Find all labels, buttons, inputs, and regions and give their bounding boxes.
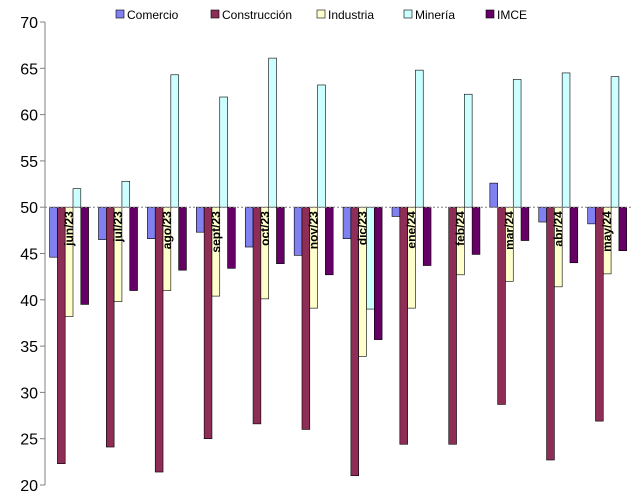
bar-miner-a-feb-24 [464, 94, 472, 207]
bar-comercio-dic-23 [343, 207, 351, 238]
bar-miner-a-ene-24 [415, 70, 423, 207]
legend-label: Construcción [222, 8, 292, 22]
bar-miner-a-oct-23 [269, 58, 277, 207]
bar-imce-mar-24 [521, 207, 529, 240]
bar-comercio-may-24 [588, 207, 596, 224]
bar-imce-feb-24 [472, 207, 480, 254]
y-tick-label: 70 [20, 15, 38, 32]
bar-imce-ago-23 [179, 207, 187, 270]
bar-imce-oct-23 [276, 207, 284, 263]
chart-legend: Comercio Construcción Industria Minería IMCE [116, 8, 527, 22]
y-tick-label: 55 [20, 154, 38, 171]
legend-swatch [317, 10, 325, 18]
x-category-label: abr/24 [551, 211, 565, 247]
bar-imce-nov-23 [325, 207, 333, 275]
y-tick-label: 50 [20, 200, 38, 217]
bar-imce-sept-23 [228, 207, 236, 268]
bar-miner-a-nov-23 [318, 85, 326, 207]
y-tick-label: 45 [20, 247, 38, 264]
y-tick-label: 60 [20, 108, 38, 125]
bar-comercio-oct-23 [245, 207, 253, 247]
bar-miner-a-sept-23 [220, 97, 228, 207]
y-tick-label: 20 [20, 478, 38, 492]
x-category-label: feb/24 [453, 211, 467, 246]
legend-swatch [404, 10, 412, 18]
y-tick-label: 65 [20, 61, 38, 78]
legend-swatch [211, 10, 219, 18]
bar-construcci-n-dic-23 [351, 207, 359, 476]
y-tick-label: 40 [20, 293, 38, 310]
bars-group [50, 58, 627, 476]
bar-comercio-jul-23 [99, 207, 107, 239]
x-category-label: jun/23 [62, 211, 76, 247]
x-category-label: jul/23 [111, 211, 125, 243]
bar-miner-a-jul-23 [122, 181, 130, 207]
bar-construcci-n-jul-23 [106, 207, 114, 447]
bar-imce-jul-23 [130, 207, 138, 290]
bar-miner-a-abr-24 [562, 73, 570, 207]
category-labels: jun/23 jul/23 ago/23 sept/23 oct/23 nov/23 dic… [62, 211, 614, 253]
bar-imce-may-24 [619, 207, 627, 251]
y-tick-label: 25 [20, 432, 38, 449]
bar-miner-a-ago-23 [171, 75, 179, 207]
x-category-label: ene/24 [405, 211, 419, 249]
x-category-label: dic/23 [356, 211, 370, 245]
bar-miner-a-jun-23 [73, 189, 81, 208]
bar-imce-dic-23 [374, 207, 382, 339]
legend-label: IMCE [497, 8, 527, 22]
legend-swatch [116, 10, 124, 18]
legend-label: Minería [415, 8, 455, 22]
bar-comercio-abr-24 [539, 207, 547, 222]
bar-comercio-ago-23 [147, 207, 155, 238]
legend-swatch [486, 10, 494, 18]
bar-comercio-sept-23 [196, 207, 204, 232]
x-category-label: may/24 [600, 211, 614, 252]
y-axis: 20 25 30 35 40 45 50 55 60 65 70 [20, 15, 45, 492]
x-category-label: ago/23 [160, 211, 174, 249]
bar-comercio-nov-23 [294, 207, 302, 255]
legend-label: Comercio [127, 8, 179, 22]
legend-label: Industria [328, 8, 374, 22]
y-tick-label: 30 [20, 385, 38, 402]
bar-imce-abr-24 [570, 207, 578, 263]
x-category-label: mar/24 [502, 211, 516, 250]
y-tick-label: 35 [20, 339, 38, 356]
bar-imce-ene-24 [423, 207, 431, 265]
x-category-label: oct/23 [258, 211, 272, 246]
bar-miner-a-mar-24 [513, 79, 521, 207]
bar-imce-jun-23 [81, 207, 89, 304]
bar-comercio-jun-23 [50, 207, 58, 257]
x-category-label: sept/23 [209, 211, 223, 253]
bar-comercio-ene-24 [392, 207, 400, 216]
bar-comercio-mar-24 [490, 183, 498, 207]
x-category-label: nov/23 [307, 211, 321, 249]
bar-miner-a-may-24 [611, 77, 619, 208]
